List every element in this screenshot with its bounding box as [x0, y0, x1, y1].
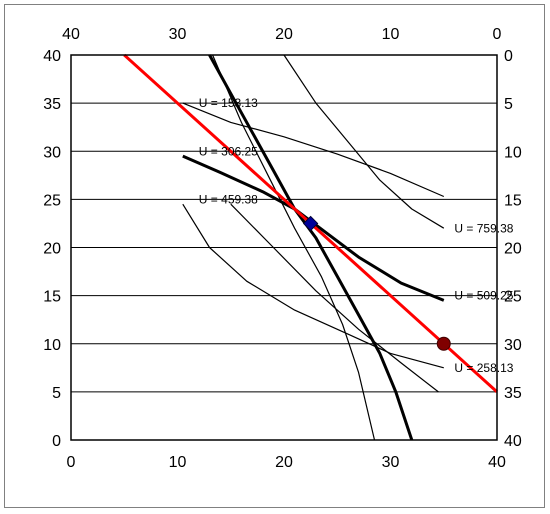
bottom-tick-label: 20: [275, 454, 293, 471]
right-tick-label: 25: [504, 289, 522, 306]
utility-label: U = 153.13: [199, 96, 258, 110]
bottom-tick-label: 0: [67, 454, 76, 471]
utility-label: U = 459.38: [199, 192, 258, 206]
utility-labels: U = 153.13 U = 306.25 U = 459.38 U = 759.38…: [199, 96, 514, 375]
utility-label: U = 306.25: [199, 144, 258, 158]
right-tick-label: 40: [504, 433, 522, 450]
right-tick-label: 5: [504, 96, 513, 113]
indifference-curve-4: [182, 102, 445, 198]
right-tick-label: 35: [504, 385, 522, 402]
left-tick-label: 30: [43, 144, 61, 161]
left-tick-label: 10: [43, 337, 61, 354]
indifference-curve-7: [230, 203, 439, 393]
points-group: [302, 215, 451, 351]
left-tick-label: 15: [43, 289, 61, 306]
plot-border: [70, 54, 498, 441]
top-tick-label: 20: [275, 26, 293, 43]
indifference-curve-5: [182, 203, 444, 369]
grid-lines: [71, 54, 497, 441]
plot-area-border: [70, 54, 498, 441]
bottom-tick-label: 30: [382, 454, 400, 471]
optimum-point-marker: [302, 215, 319, 232]
bottom-tick-label: 10: [169, 454, 187, 471]
right-tick-label: 15: [504, 192, 522, 209]
indifference-curve-3: [283, 54, 445, 229]
utility-label: U = 258.13: [454, 361, 513, 375]
left-tick-label: 40: [43, 48, 61, 65]
top-tick-label: 40: [62, 26, 80, 43]
right-tick-label: 30: [504, 337, 522, 354]
left-tick-label: 35: [43, 96, 61, 113]
chart-frame: [4, 4, 545, 508]
right-tick-label: 10: [504, 144, 522, 161]
right-tick-label: 0: [504, 48, 513, 65]
bottom-tick-label: 40: [488, 454, 506, 471]
utility-label: U = 509.25: [454, 289, 513, 303]
indifference-curve-1: [208, 54, 414, 441]
utility-label: U = 759.38: [454, 221, 513, 235]
top-tick-label: 10: [382, 26, 400, 43]
left-tick-label: 25: [43, 192, 61, 209]
right-tick-label: 20: [504, 241, 522, 258]
left-tick-label: 20: [43, 241, 61, 258]
indifference-curve-6: [212, 54, 376, 441]
left-tick-label: 0: [52, 433, 61, 450]
top-tick-label: 30: [169, 26, 187, 43]
left-tick-label: 5: [52, 385, 61, 402]
top-tick-label: 0: [493, 26, 502, 43]
endowment-point-marker: [436, 336, 451, 351]
